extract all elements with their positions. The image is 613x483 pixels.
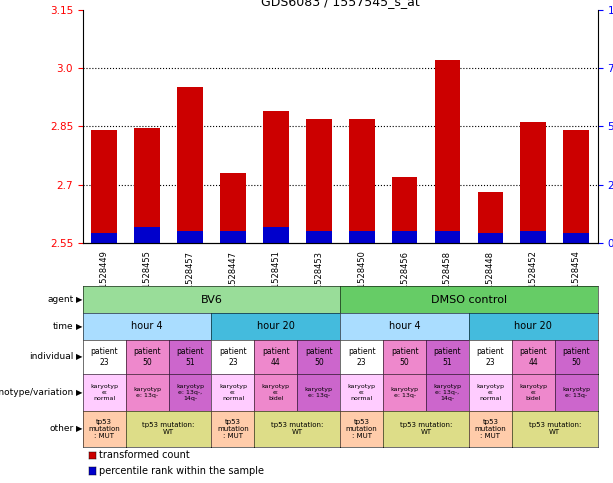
Text: karyotyp
e: 13q-,
14q-: karyotyp e: 13q-, 14q- [433,384,462,401]
Text: patient
50: patient 50 [562,347,590,367]
Text: tp53
mutation
: MUT: tp53 mutation : MUT [217,419,249,439]
Text: ▶: ▶ [77,295,83,304]
Text: karyotyp
e: 13q-: karyotyp e: 13q- [305,387,333,398]
Text: patient
51: patient 51 [433,347,462,367]
Text: tp53 mutation:
WT: tp53 mutation: WT [528,422,581,435]
Bar [263,227,289,243]
Text: karyotyp
e:
normal: karyotyp e: normal [219,384,247,401]
Bar [134,227,160,243]
Bar [177,231,203,243]
Bar [520,231,546,243]
Bar [263,111,289,243]
Bar [306,231,332,243]
Text: ▶: ▶ [77,322,83,331]
Text: ▶: ▶ [77,353,83,361]
Text: hour 20: hour 20 [257,321,295,331]
Text: karyotyp
e: 13q-: karyotyp e: 13q- [390,387,419,398]
Text: tp53 mutation:
WT: tp53 mutation: WT [400,422,452,435]
Text: karyotyp
e:
bidel: karyotyp e: bidel [519,384,547,401]
Text: tp53
mutation
: MUT: tp53 mutation : MUT [346,419,378,439]
Bar [220,231,246,243]
Bar [563,233,589,243]
Bar [134,128,160,243]
Text: karyotyp
e:
normal: karyotyp e: normal [476,384,504,401]
Text: karyotyp
e:
normal: karyotyp e: normal [90,384,118,401]
Bar [478,233,503,243]
Text: hour 4: hour 4 [389,321,421,331]
Text: patient
50: patient 50 [305,347,333,367]
Text: individual: individual [29,353,74,361]
Text: tp53 mutation:
WT: tp53 mutation: WT [271,422,324,435]
Bar [435,60,460,243]
Text: karyotyp
e: 13q-: karyotyp e: 13q- [133,387,161,398]
Text: patient
23: patient 23 [90,347,118,367]
Bar [392,177,417,243]
Text: BV6: BV6 [200,295,223,305]
Text: DMSO control: DMSO control [431,295,507,305]
Bar [563,130,589,243]
Text: patient
44: patient 44 [262,347,290,367]
Bar [478,192,503,243]
Text: tp53
mutation
: MUT: tp53 mutation : MUT [474,419,506,439]
Bar [177,87,203,243]
Text: tp53
mutation
: MUT: tp53 mutation : MUT [88,419,120,439]
Text: tp53 mutation:
WT: tp53 mutation: WT [142,422,195,435]
Bar [220,173,246,243]
Title: GDS6083 / 1557545_s_at: GDS6083 / 1557545_s_at [261,0,419,9]
Text: patient
23: patient 23 [348,347,376,367]
Bar [435,231,460,243]
Bar [349,231,375,243]
Text: ▶: ▶ [77,424,83,433]
Text: karyotyp
e:
normal: karyotyp e: normal [348,384,376,401]
Text: hour 20: hour 20 [514,321,552,331]
Text: genotype/variation: genotype/variation [0,388,74,397]
Text: patient
44: patient 44 [519,347,547,367]
Text: karyotyp
e: 13q-,
14q-: karyotyp e: 13q-, 14q- [176,384,204,401]
Bar [91,130,117,243]
Text: karyotyp
e: 13q-: karyotyp e: 13q- [562,387,590,398]
Text: time: time [53,322,74,331]
Text: agent: agent [47,295,74,304]
Bar [91,233,117,243]
Bar [392,231,417,243]
Text: ▶: ▶ [77,388,83,397]
Text: patient
51: patient 51 [176,347,204,367]
Text: hour 4: hour 4 [131,321,163,331]
Bar [349,118,375,243]
Text: patient
50: patient 50 [133,347,161,367]
Text: patient
50: patient 50 [390,347,419,367]
Text: patient
23: patient 23 [219,347,247,367]
Text: karyotyp
e:
bidel: karyotyp e: bidel [262,384,290,401]
Bar [520,122,546,243]
Bar [306,118,332,243]
Text: patient
23: patient 23 [476,347,504,367]
Text: transformed count: transformed count [99,451,190,460]
Text: percentile rank within the sample: percentile rank within the sample [99,466,264,476]
Text: other: other [49,424,74,433]
